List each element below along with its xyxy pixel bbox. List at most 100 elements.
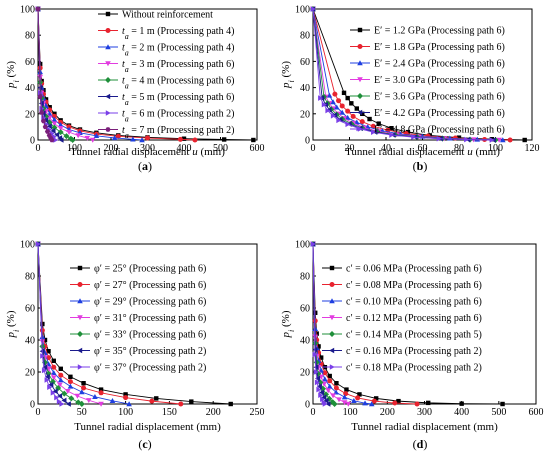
legend-marker — [357, 60, 363, 66]
data-point — [46, 349, 51, 354]
series-line — [37, 243, 181, 405]
legend-marker — [357, 77, 363, 83]
series-7 — [310, 241, 328, 407]
x-tick-label: 200 — [206, 407, 221, 418]
data-point — [325, 401, 331, 407]
data-point — [320, 396, 326, 402]
chart-panel-d: 0 100 200 300 400 500 600 0 20 40 60 80 100 Tunnel ra… — [280, 240, 544, 452]
data-point — [115, 133, 121, 139]
data-point — [370, 123, 376, 129]
data-point — [362, 400, 368, 406]
data-point — [327, 378, 333, 384]
data-point — [414, 401, 420, 407]
legend-entry: c′ = 0.12 MPa (Processing path 6) — [346, 313, 482, 324]
data-point — [322, 370, 328, 376]
data-point — [368, 401, 375, 407]
data-point — [35, 241, 41, 247]
data-point — [52, 388, 58, 394]
data-point — [345, 401, 352, 407]
data-point — [78, 401, 85, 407]
legend-entry: E′ = 4.8 GPa (Processing path 6) — [374, 125, 505, 136]
data-point — [507, 137, 513, 143]
y-tick-label: 20 — [25, 109, 35, 120]
x-tick-label: 150 — [162, 407, 177, 418]
data-point — [314, 379, 320, 386]
data-point — [54, 394, 60, 401]
svg-text:pi​ (%): pi​ (%) — [5, 61, 21, 89]
legend-marker — [329, 364, 335, 370]
data-point — [344, 114, 351, 120]
legend-entry: c′ = 0.18 MPa (Processing path 2) — [346, 363, 482, 374]
data-point — [42, 364, 48, 370]
data-point — [310, 6, 316, 12]
data-point — [330, 393, 336, 399]
data-point — [39, 105, 45, 112]
x-tick-label: 300 — [140, 143, 155, 154]
y-tick-label: 20 — [25, 368, 35, 379]
legend-marker — [77, 347, 83, 354]
legend-marker — [105, 93, 111, 100]
x-tick-label: 100 — [343, 407, 358, 418]
data-point — [89, 137, 96, 143]
data-point — [177, 136, 183, 142]
x-tick-label: 40 — [381, 143, 391, 154]
data-point — [351, 398, 357, 403]
legend-marker — [105, 28, 111, 33]
legend-entry: ta​ = 7 m (Processing path 2) — [122, 125, 234, 140]
data-point — [57, 377, 64, 383]
data-point — [331, 401, 338, 407]
data-point — [339, 109, 345, 115]
y-tick-label: 40 — [25, 336, 35, 347]
y-axis-label: pi​ (%) — [280, 61, 296, 89]
data-point — [66, 129, 72, 135]
data-point — [426, 400, 431, 406]
x-tick-label: 500 — [213, 143, 228, 154]
legend-marker — [329, 282, 335, 287]
data-point — [50, 390, 56, 396]
data-point — [192, 137, 198, 143]
legend-marker — [329, 265, 335, 271]
data-point — [58, 137, 64, 143]
legend-entry: c′ = 0.06 MPa (Processing path 6) — [346, 264, 482, 275]
x-tick-label: 500 — [491, 407, 506, 418]
legend-entry: c′ = 0.14 MPa (Processing path 5) — [346, 330, 482, 341]
legend-marker — [329, 331, 335, 337]
legend-entry: φ′ = 35° (Processing path 2) — [94, 346, 206, 357]
x-tick-label: 0 — [36, 407, 41, 418]
x-tick-label: 120 — [525, 143, 540, 154]
y-tick-label: 0 — [30, 136, 35, 147]
y-axis-label: pi​ (%) — [5, 61, 21, 89]
data-point — [57, 122, 64, 128]
legend-entry: ta​ = 1 m (Processing path 4) — [122, 26, 234, 41]
data-point — [330, 99, 336, 105]
data-point — [68, 395, 75, 402]
data-point — [57, 393, 63, 399]
data-point — [221, 137, 227, 142]
data-point — [323, 398, 329, 404]
data-point — [75, 133, 81, 139]
data-point — [69, 137, 76, 143]
data-point — [349, 101, 354, 106]
x-tick-label: 100 — [118, 407, 133, 418]
y-axis-label: pi​ (%) — [280, 310, 296, 338]
data-point — [332, 91, 338, 97]
data-point — [54, 131, 60, 138]
data-point — [345, 95, 350, 101]
legend-entry: ta​ = 5 m (Processing path 6) — [122, 92, 234, 107]
data-point — [500, 137, 506, 143]
data-point — [310, 241, 316, 247]
legend-marker — [105, 61, 111, 67]
data-point — [344, 387, 349, 392]
legend-marker — [77, 331, 83, 337]
legend-entry: E′ = 3.6 GPa (Processing path 6) — [374, 92, 505, 103]
data-point — [327, 373, 332, 379]
data-point — [367, 116, 372, 122]
data-point — [51, 358, 56, 363]
data-point — [50, 370, 57, 375]
legend-entry: Without reinforcement — [122, 10, 213, 21]
data-point — [333, 385, 339, 391]
data-point — [139, 137, 145, 143]
data-point — [336, 117, 342, 124]
legend-entry: ta​ = 4 m (Processing path 6) — [122, 76, 234, 91]
